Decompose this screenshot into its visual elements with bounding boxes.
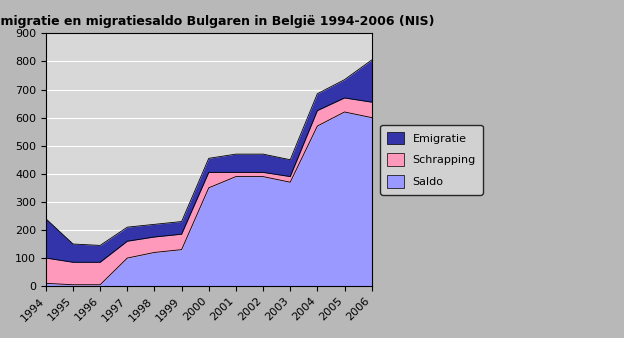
Legend: Emigratie, Schrapping, Saldo: Emigratie, Schrapping, Saldo [381, 125, 482, 195]
Title: Immigratie en migratiesaldo Bulgaren in België 1994-2006 (NIS): Immigratie en migratiesaldo Bulgaren in … [0, 15, 434, 28]
